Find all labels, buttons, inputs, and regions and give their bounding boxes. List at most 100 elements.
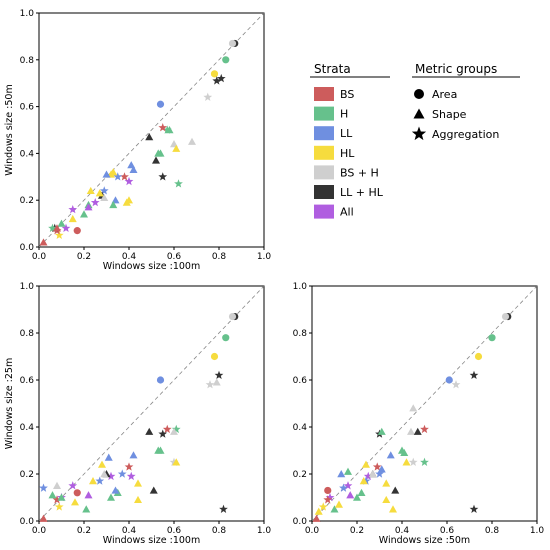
- scatter-panel-3: 0.0 0.2 0.4 0.6 0.8 1.0 0.0 0.2 0.4 0.6 0.8 1.0 Wind…: [293, 282, 545, 546]
- data-point-triangle: [39, 238, 48, 246]
- legend-metric-label: Aggregation: [432, 128, 499, 141]
- y-tick-label: 0.0: [20, 243, 35, 253]
- data-point-triangle: [48, 491, 57, 499]
- x-axis-label: Windows size :100m: [103, 261, 200, 272]
- legend-swatch: [314, 185, 334, 199]
- y-tick-label: 0.0: [293, 517, 308, 527]
- data-point-triangle: [102, 170, 111, 178]
- data-point-triangle: [111, 486, 120, 494]
- data-point-triangle: [165, 126, 174, 134]
- data-point-triangle: [84, 203, 93, 211]
- data-point-triangle: [382, 495, 391, 504]
- x-tick-label: 0.0: [305, 526, 320, 536]
- data-point-star: [375, 469, 384, 478]
- scatter-panels: 0.0 0.2 0.4 0.6 0.8 1.0 0.0 0.2 0.4 0.6 0.8 1.0 Wind…: [4, 9, 544, 546]
- legend-swatch: [314, 126, 334, 141]
- data-point-star: [158, 172, 168, 181]
- data-point-star: [126, 471, 136, 481]
- data-point-star: [323, 495, 333, 504]
- data-point-triangle: [145, 427, 154, 435]
- data-point-star: [214, 370, 224, 380]
- y-tick-label: 0.6: [20, 376, 35, 386]
- data-point-circle: [210, 70, 219, 78]
- data-point-star: [318, 502, 328, 511]
- data-point-star: [162, 424, 172, 434]
- y-axis-label: Windows size :25m: [4, 358, 15, 449]
- data-point-star: [113, 172, 123, 181]
- identity-line: [38, 285, 265, 522]
- data-point-triangle: [134, 495, 142, 504]
- legend-strata-label: BS: [340, 88, 354, 101]
- data-point-star: [339, 483, 348, 492]
- x-tick-label: 1.0: [530, 526, 545, 536]
- data-point-triangle: [71, 498, 79, 506]
- data-point-circle: [156, 376, 165, 384]
- data-point-triangle: [57, 493, 66, 501]
- y-axis-label: Windows size :50m: [4, 84, 15, 175]
- y-tick-label: 0.2: [20, 470, 34, 480]
- legend-metric-label: Area: [432, 88, 457, 101]
- data-point-star: [408, 457, 418, 466]
- data-point-star: [90, 197, 100, 207]
- data-point-star: [363, 471, 373, 481]
- data-point-triangle: [188, 137, 196, 145]
- x-tick-label: 0.0: [32, 526, 47, 536]
- legend-swatch: [314, 145, 334, 160]
- y-tick-label: 0.4: [20, 423, 35, 433]
- data-point-triangle: [346, 491, 355, 499]
- legend-strata-items: BS H LL HL BS + H LL + HL All: [314, 87, 384, 219]
- data-point-star: [325, 492, 335, 502]
- legend-strata-label: BS + H: [340, 166, 379, 179]
- data-point-triangle: [86, 186, 95, 195]
- data-point-triangle: [359, 477, 368, 485]
- identity-line: [38, 12, 265, 248]
- data-point-star: [99, 186, 109, 195]
- scatter-panel-2: 0.0 0.2 0.4 0.6 0.8 1.0 0.0 0.2 0.4 0.6 0.8 1.0 Wind…: [4, 282, 271, 546]
- data-point-triangle: [368, 470, 377, 478]
- data-point-triangle: [95, 189, 104, 197]
- legend-strata-label: LL: [340, 127, 353, 140]
- data-point-triangle: [391, 486, 400, 494]
- data-point-triangle: [413, 427, 422, 435]
- data-point-star: [54, 230, 64, 240]
- y-tick-label: 0.4: [293, 423, 308, 433]
- x-tick-label: 0.6: [167, 252, 182, 262]
- x-tick-label: 0.8: [212, 252, 227, 262]
- data-point-star: [68, 481, 78, 490]
- data-point-star: [158, 123, 168, 132]
- data-point-circle: [488, 334, 496, 342]
- legend-swatch: [314, 165, 334, 180]
- data-point-triangle: [389, 505, 397, 513]
- data-point-triangle: [80, 210, 88, 218]
- x-tick-label: 0.8: [212, 526, 227, 536]
- legend-swatch: [314, 87, 334, 101]
- scatter-panel-1: 0.0 0.2 0.4 0.6 0.8 1.0 0.0 0.2 0.4 0.6 0.8 1.0 Wind…: [4, 9, 271, 272]
- data-point-triangle: [156, 446, 165, 454]
- data-point-triangle: [134, 479, 142, 487]
- data-point-triangle: [377, 465, 386, 473]
- triangle-marker-icon: [413, 108, 425, 119]
- data-point-triangle: [129, 165, 138, 173]
- data-point-triangle: [145, 133, 154, 141]
- data-point-triangle: [84, 491, 93, 499]
- data-point-triangle: [68, 214, 77, 223]
- x-tick-label: 0.4: [395, 526, 410, 536]
- y-tick-label: 0.6: [20, 103, 35, 113]
- legend-metric-items: Area Shape Aggregation: [411, 88, 499, 141]
- data-point-circle: [501, 312, 510, 321]
- data-point-circle: [156, 100, 165, 108]
- x-tick-label: 0.2: [77, 526, 91, 536]
- x-tick-label: 0.4: [122, 252, 137, 262]
- data-point-star: [469, 370, 479, 380]
- data-point-star: [68, 204, 78, 214]
- data-point-triangle: [382, 479, 391, 487]
- y-tick-label: 0.8: [20, 329, 35, 339]
- data-point-triangle: [109, 200, 118, 209]
- data-point-triangle: [402, 458, 411, 466]
- data-point-star: [54, 502, 64, 511]
- data-point-triangle: [344, 467, 352, 475]
- data-point-triangle: [409, 404, 418, 412]
- data-point-triangle: [104, 453, 113, 461]
- data-point-triangle: [100, 470, 109, 478]
